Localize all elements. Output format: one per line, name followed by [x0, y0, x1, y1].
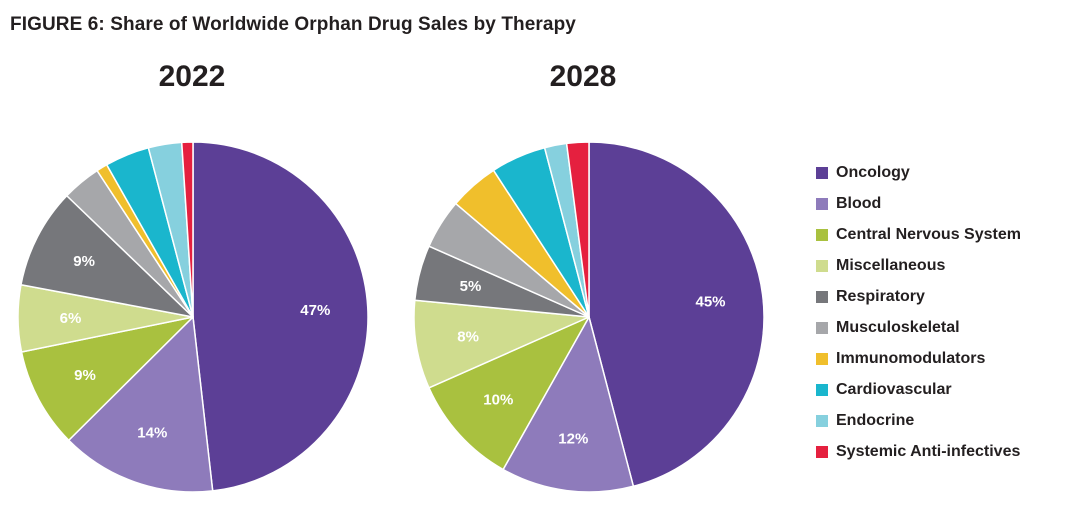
legend-item: Systemic Anti-infectives [816, 436, 1021, 467]
legend-swatch [816, 352, 828, 365]
figure-title: FIGURE 6: Share of Worldwide Orphan Drug… [10, 14, 576, 35]
legend-label: Blood [836, 194, 882, 212]
legend-swatch [816, 259, 828, 272]
pie-data-label: 10% [483, 391, 513, 408]
legend-item: Musculoskeletal [816, 312, 1021, 343]
legend-swatch [816, 228, 828, 241]
legend-label: Respiratory [836, 287, 925, 305]
legend-swatch [816, 166, 828, 179]
legend-item: Endocrine [816, 405, 1021, 436]
pie-chart-2028: 45% 12% 10% 8% 5% [413, 141, 765, 493]
legend-item: Immunomodulators [816, 343, 1021, 374]
legend: Oncology Blood Central Nervous System Misce… [816, 157, 1021, 467]
legend-item: Oncology [816, 157, 1021, 188]
pie-title-2022: 2022 [158, 60, 226, 93]
legend-label: Central Nervous System [836, 225, 1021, 243]
pie-data-label: 14% [137, 425, 167, 442]
pie-slice-blood [68, 316, 214, 493]
pie-data-label: 45% [695, 293, 725, 310]
legend-swatch [816, 197, 828, 210]
legend-swatch [816, 414, 828, 427]
legend-item: Miscellaneous [816, 250, 1021, 281]
pie-data-label: 5% [460, 278, 482, 295]
pie-slice-respiratory [20, 195, 194, 318]
legend-label: Miscellaneous [836, 256, 946, 274]
legend-swatch [816, 383, 828, 396]
legend-item: Central Nervous System [816, 219, 1021, 250]
legend-label: Systemic Anti-infectives [836, 442, 1021, 460]
legend-label: Endocrine [836, 411, 915, 429]
legend-swatch [816, 445, 828, 458]
pie-slice-central-nervous-system [20, 316, 194, 441]
pie-slice-systemic-anti-infectives [565, 141, 590, 318]
legend-item: Respiratory [816, 281, 1021, 312]
pie-slice-miscellaneous [413, 299, 590, 389]
legend-swatch [816, 290, 828, 303]
legend-item: Cardiovascular [816, 374, 1021, 405]
legend-label: Musculoskeletal [836, 318, 960, 336]
pie-data-label: 9% [73, 253, 95, 270]
legend-swatch [816, 321, 828, 334]
legend-label: Immunomodulators [836, 349, 986, 367]
pie-data-label: 6% [60, 310, 82, 327]
legend-item: Blood [816, 188, 1021, 219]
pie-data-label: 12% [558, 431, 588, 448]
pie-slice-blood [502, 316, 635, 493]
pie-data-label: 47% [300, 302, 330, 319]
pie-slice-systemic-anti-infectives [180, 141, 194, 318]
pie-data-label: 8% [457, 329, 479, 346]
pie-data-label: 9% [74, 367, 96, 384]
pie-title-2028: 2028 [549, 60, 617, 93]
pie-slice-oncology [192, 141, 369, 492]
pie-chart-2022: 47% 14% 9% 6% 9% [17, 141, 369, 493]
legend-label: Cardiovascular [836, 380, 952, 398]
pie-slice-oncology [588, 141, 765, 488]
pie-slice-central-nervous-system [428, 316, 590, 471]
legend-label: Oncology [836, 163, 910, 181]
